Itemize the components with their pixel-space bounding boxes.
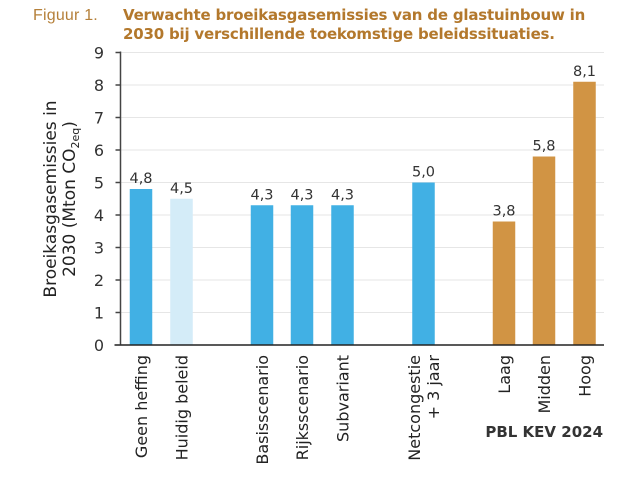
category-label: Huidig beleid (173, 355, 192, 460)
category-label: Rijksscenario (293, 355, 312, 460)
value-label: 4,8 (129, 171, 152, 187)
y-axis-title: Broeikasgasemissies in2030 (Mton CO2eq) (41, 100, 82, 297)
category-label: Midden (535, 355, 554, 414)
value-label: 4,3 (290, 187, 313, 203)
category-label: Laag (495, 355, 514, 394)
category-label: Geen heffing (132, 355, 151, 458)
axes (114, 51, 604, 346)
category-label: + 3 jaar (424, 355, 443, 420)
value-labels: 4,8 4,5 4,3 4,3 4,3 5,0 3,8 5,8 8,1 (129, 64, 596, 220)
figure-label: Figuur 1. (33, 7, 98, 24)
category-label: Subvariant (334, 355, 353, 442)
y-ticks: 0 1 2 3 4 5 6 7 8 9 (94, 44, 121, 355)
bar (331, 205, 354, 345)
bar (492, 221, 516, 345)
value-label: 5,8 (532, 139, 555, 155)
y-axis-title-line1: Broeikasgasemissies in (41, 100, 61, 297)
y-tick-label: 4 (94, 206, 104, 225)
bar (532, 156, 556, 345)
category-label: Hoog (576, 355, 595, 397)
y-tick-label: 3 (94, 239, 104, 258)
bar (290, 205, 314, 345)
y-axis-title-subscript: 2eq (69, 128, 82, 149)
value-label: 8,1 (573, 64, 596, 80)
bar (170, 198, 193, 345)
value-label: 5,0 (412, 165, 435, 181)
y-tick-label: 9 (94, 44, 104, 63)
bars (129, 81, 596, 345)
y-tick-label: 5 (94, 174, 104, 193)
value-label: 4,3 (331, 187, 354, 203)
bar (250, 205, 274, 345)
y-tick-label: 7 (94, 109, 104, 128)
source-annotation: PBL KEV 2024 (485, 423, 603, 441)
y-tick-label: 6 (94, 141, 104, 160)
figure-title: Verwachte broeikasgasemissies van de gla… (123, 6, 586, 43)
category-label: Basisscenario (253, 355, 272, 465)
category-labels: Geen heffing Huidig beleid Basisscenario Ri… (132, 355, 595, 465)
bar (412, 182, 435, 345)
value-label: 4,3 (250, 187, 273, 203)
bar (129, 189, 153, 345)
y-tick-label: 0 (94, 336, 104, 355)
y-axis-title-line2: 2030 (Mton CO (60, 148, 80, 276)
value-label: 3,8 (492, 204, 515, 220)
y-axis-title-close: ) (60, 121, 80, 128)
gridlines (120, 52, 604, 313)
bar (573, 81, 596, 345)
value-label: 4,5 (170, 181, 193, 197)
y-tick-label: 8 (94, 76, 104, 95)
category-label: Netcongestie (405, 355, 424, 461)
y-tick-label: 1 (94, 304, 104, 323)
y-tick-label: 2 (94, 271, 104, 290)
